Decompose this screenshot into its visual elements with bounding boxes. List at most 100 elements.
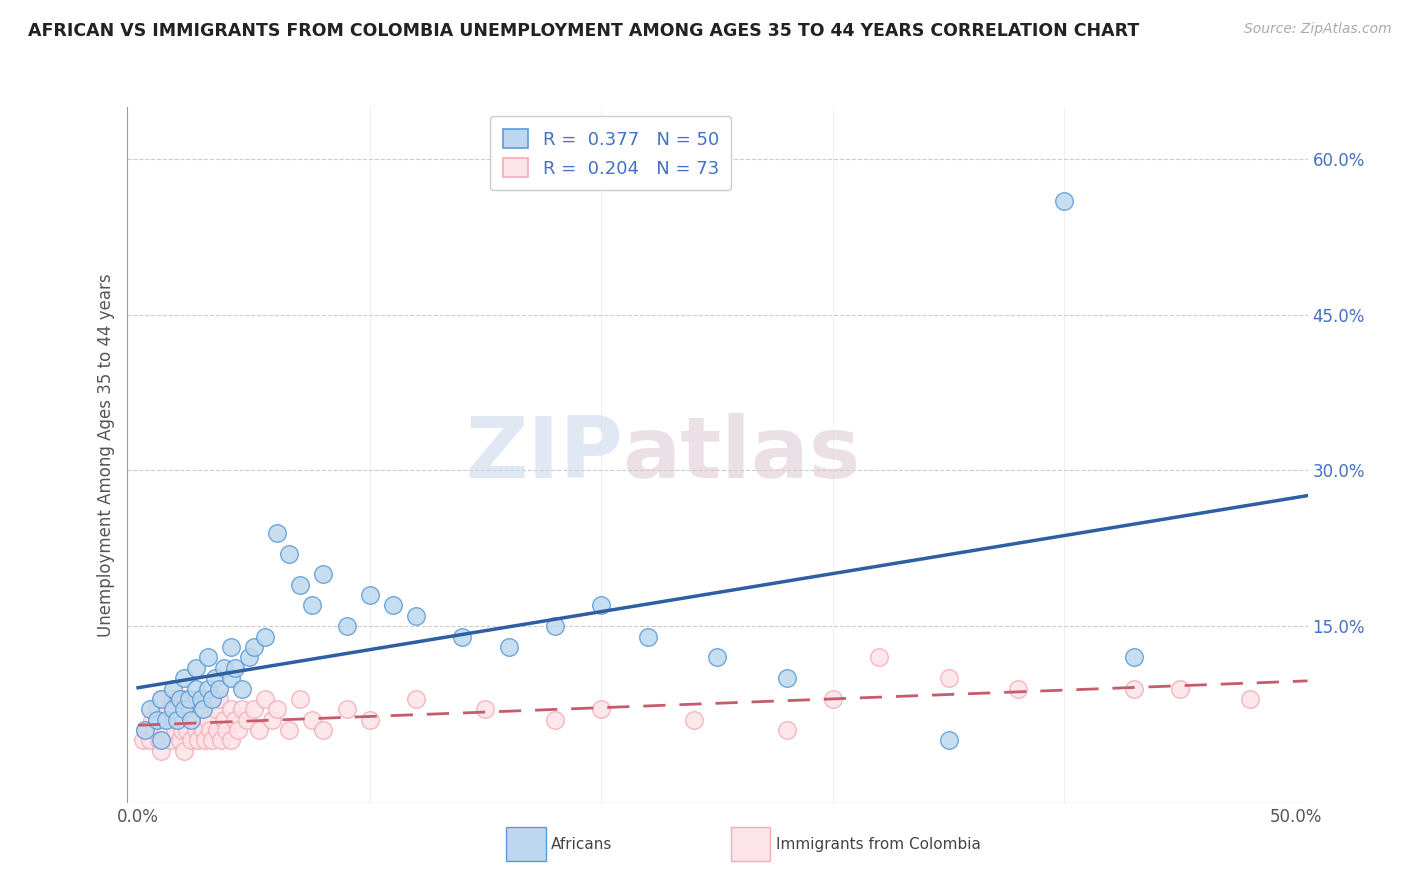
Point (938, 733, 960, 747)
Point (194, 733, 217, 747)
Point (219, 671, 242, 685)
Point (134, 723, 156, 738)
Point (868, 650, 890, 665)
Point (173, 713, 195, 727)
Point (165, 723, 187, 738)
Point (219, 640, 242, 654)
Point (141, 713, 163, 727)
Point (405, 692, 427, 706)
Point (208, 692, 231, 706)
Point (290, 692, 312, 706)
Point (145, 713, 167, 727)
Point (312, 723, 335, 738)
Point (312, 567, 335, 582)
Point (359, 588, 381, 602)
Point (155, 723, 177, 738)
Point (184, 692, 207, 706)
Point (1168, 681, 1191, 696)
Point (197, 681, 219, 696)
Text: atlas: atlas (623, 413, 860, 497)
Point (637, 630, 659, 644)
Point (243, 702, 266, 716)
Point (183, 713, 205, 727)
Point (219, 702, 242, 716)
Point (301, 599, 323, 613)
Point (204, 702, 226, 716)
Point (157, 702, 180, 716)
Point (173, 702, 195, 716)
Point (1053, 194, 1076, 208)
Point (162, 713, 184, 727)
Point (775, 723, 797, 738)
Point (231, 681, 253, 696)
Point (138, 733, 160, 747)
Point (145, 702, 167, 716)
Point (172, 723, 194, 738)
Point (184, 723, 207, 738)
Point (190, 692, 212, 706)
Point (184, 681, 207, 696)
Point (591, 599, 613, 613)
Point (148, 733, 170, 747)
Point (205, 723, 228, 738)
Point (1239, 692, 1261, 706)
Point (177, 692, 200, 706)
Point (169, 733, 191, 747)
Point (190, 702, 212, 716)
Point (1007, 681, 1029, 696)
Point (381, 599, 404, 613)
Point (266, 702, 288, 716)
Point (162, 692, 184, 706)
Point (262, 713, 284, 727)
Point (191, 702, 214, 716)
Point (143, 723, 166, 738)
Point (187, 733, 209, 747)
Point (498, 640, 520, 654)
Point (335, 702, 357, 716)
Point (177, 702, 200, 716)
Point (180, 713, 202, 727)
Point (277, 723, 299, 738)
Point (166, 713, 188, 727)
Point (277, 547, 299, 561)
Point (211, 733, 233, 747)
Point (226, 723, 249, 738)
Point (544, 619, 567, 633)
Point (197, 713, 219, 727)
Point (238, 650, 260, 665)
Point (197, 650, 219, 665)
Point (224, 713, 246, 727)
Point (201, 692, 224, 706)
Point (150, 713, 173, 727)
Point (155, 713, 177, 727)
Point (180, 733, 202, 747)
Point (173, 671, 195, 685)
Y-axis label: Unemployment Among Ages 35 to 44 years: Unemployment Among Ages 35 to 44 years (97, 273, 115, 637)
Point (162, 681, 184, 696)
Point (150, 744, 173, 758)
Text: ZIP: ZIP (465, 413, 623, 497)
Point (134, 723, 156, 738)
Point (208, 681, 231, 696)
Point (166, 702, 188, 716)
Point (359, 713, 381, 727)
Point (176, 723, 198, 738)
Point (173, 692, 195, 706)
Point (201, 733, 224, 747)
Point (405, 608, 427, 623)
Point (224, 661, 246, 675)
Point (247, 723, 270, 738)
Point (162, 702, 184, 716)
Point (1122, 681, 1144, 696)
Point (184, 661, 207, 675)
Point (219, 733, 242, 747)
Point (132, 733, 155, 747)
Point (938, 671, 960, 685)
Point (231, 702, 253, 716)
Point (243, 640, 266, 654)
Point (236, 713, 259, 727)
Point (169, 692, 191, 706)
Point (591, 702, 613, 716)
Point (301, 713, 323, 727)
Point (150, 733, 173, 747)
